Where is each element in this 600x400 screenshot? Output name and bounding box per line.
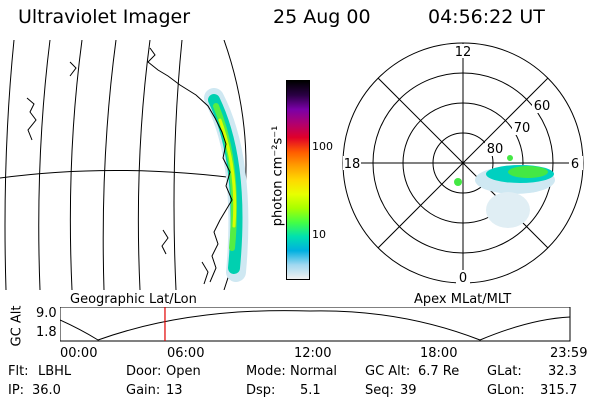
glon-value: 315.7: [540, 383, 578, 398]
instrument-title: Ultraviolet Imager: [18, 6, 191, 28]
polar-aurora-emission: [454, 155, 555, 228]
time-label: 04:56:22 UT: [428, 6, 545, 28]
aurora-emission: [204, 88, 249, 282]
globe-grid: [0, 40, 246, 290]
dsp-label: Dsp:: [246, 383, 276, 398]
ip-value: 36.0: [32, 383, 61, 398]
mlt-label-0: 0: [459, 271, 467, 286]
altitude-y-tick-max: 9.0: [36, 306, 57, 321]
glon-label: GLon:: [487, 383, 525, 398]
colorbar-unit-label: photon cm⁻²s⁻¹: [270, 125, 286, 227]
mode-label: Mode:: [246, 364, 286, 379]
gain-value: 13: [166, 383, 183, 398]
seq-value: 39: [400, 383, 417, 398]
gcalt-label: GC Alt:: [365, 364, 411, 379]
mlt-label-12: 12: [455, 45, 472, 60]
mlt-label-18: 18: [344, 157, 361, 172]
mode-value: Normal: [290, 364, 338, 379]
date-label: 25 Aug 00: [273, 6, 371, 28]
polar-mlat-mlt-plot: 12 6 0 18 60 70 80: [342, 42, 584, 286]
x-tick-1800: 18:00: [420, 346, 458, 361]
x-tick-2359: 23:59: [550, 346, 588, 361]
gain-label: Gain:: [126, 383, 161, 398]
altitude-left-label: Geographic Lat/Lon: [70, 292, 197, 307]
filter-label: Flt:: [8, 364, 29, 379]
x-tick-0600: 06:00: [167, 346, 205, 361]
geographic-globe-image: [0, 40, 249, 290]
glat-value: 32.3: [548, 364, 577, 379]
glat-label: GLat:: [487, 364, 522, 379]
lat-label-80: 80: [487, 142, 504, 157]
lat-label-70: 70: [514, 121, 531, 136]
coastlines: [26, 47, 233, 285]
altitude-curve: [60, 310, 571, 341]
altitude-y-tick-min: 1.8: [36, 325, 57, 340]
altitude-plot: [60, 307, 571, 342]
door-value: Open: [166, 364, 201, 379]
mlt-label-6: 6: [571, 157, 579, 172]
colorbar-gradient: [287, 81, 309, 279]
altitude-y-axis-label: GC Alt: [9, 305, 25, 347]
x-tick-0000: 00:00: [60, 346, 98, 361]
seq-label: Seq:: [365, 383, 394, 398]
x-tick-1200: 12:00: [294, 346, 332, 361]
colorbar-frame: [286, 80, 310, 280]
gcalt-value: 6.7 Re: [418, 364, 460, 379]
filter-value: LBHL: [38, 364, 72, 379]
polar-diagonal-2: [377, 77, 549, 249]
altitude-right-label: Apex MLat/MLT: [414, 292, 512, 307]
dsp-value: 5.1: [300, 383, 321, 398]
ip-label: IP:: [8, 383, 25, 398]
altitude-plot-frame: [60, 307, 571, 342]
colorbar-tick-10: 10: [312, 228, 326, 241]
lat-label-60: 60: [534, 99, 551, 114]
door-label: Door:: [126, 364, 162, 379]
colorbar-tick-100: 100: [312, 140, 333, 153]
